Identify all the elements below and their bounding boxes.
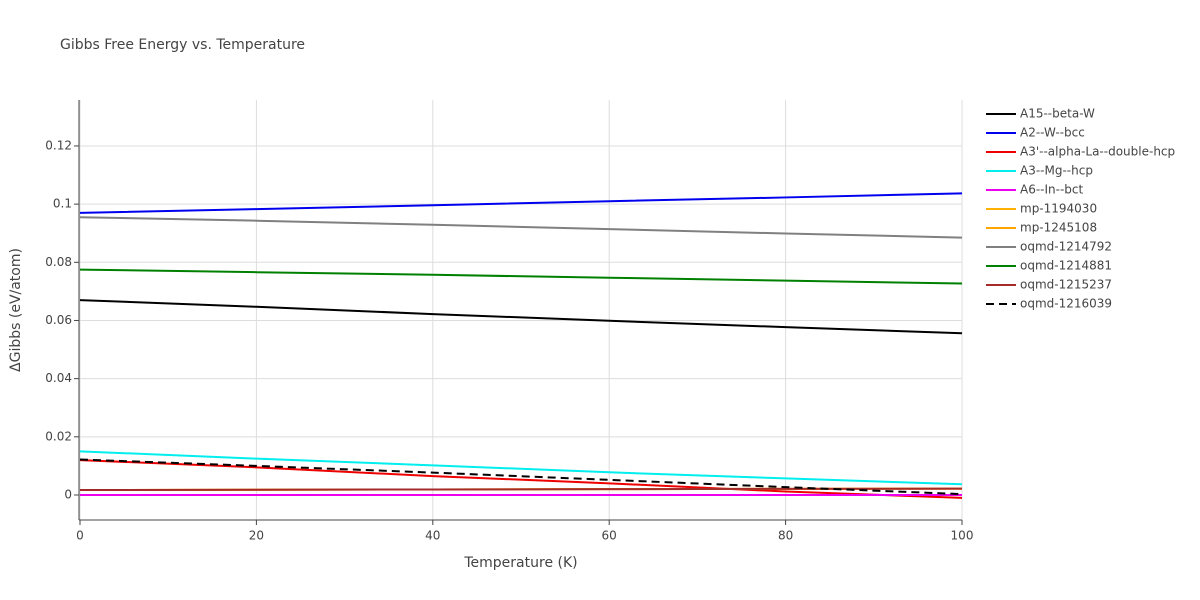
legend-label: oqmd-1214792 [1020, 240, 1112, 254]
legend-label: mp-1194030 [1020, 202, 1097, 216]
y-tick-label: 0.04 [45, 371, 72, 385]
series-line [79, 192, 963, 214]
legend-label: oqmd-1215237 [1020, 278, 1112, 292]
y-tick-label: 0.06 [45, 313, 72, 327]
x-axis-label: Temperature (K) [463, 555, 577, 571]
y-tick-label: 0.02 [45, 429, 72, 443]
legend-label: mp-1245108 [1020, 221, 1097, 235]
series-line [79, 487, 963, 492]
legend-label: A3--Mg--hcp [1020, 164, 1093, 178]
x-tick-label: 0 [76, 529, 84, 543]
x-tick-label: 80 [778, 529, 793, 543]
legend-label: A6--In--bct [1020, 183, 1084, 197]
y-tick-label: 0 [64, 487, 72, 501]
series-line [79, 458, 963, 496]
legend-label: A2--W--bcc [1020, 126, 1085, 140]
legend-label: oqmd-1214881 [1020, 259, 1112, 273]
y-tick-label: 0.08 [45, 255, 72, 269]
series-line [79, 299, 963, 335]
series-line [79, 216, 963, 239]
x-tick-label: 20 [249, 529, 264, 543]
y-tick-label: 0.1 [53, 197, 72, 211]
x-tick-label: 40 [425, 529, 440, 543]
y-tick-label: 0.12 [45, 138, 72, 152]
legend-label: A15--beta-W [1020, 107, 1095, 121]
series-line [79, 459, 963, 499]
series-line [79, 450, 963, 486]
legend-label: A3'--alpha-La--double-hcp [1020, 145, 1175, 159]
chart-title: Gibbs Free Energy vs. Temperature [60, 37, 305, 53]
x-tick-label: 60 [602, 529, 617, 543]
x-tick-label: 100 [951, 529, 974, 543]
y-axis-label: ΔGibbs (eV/atom) [8, 248, 24, 372]
series-line [79, 268, 963, 285]
legend-label: oqmd-1216039 [1020, 297, 1112, 311]
